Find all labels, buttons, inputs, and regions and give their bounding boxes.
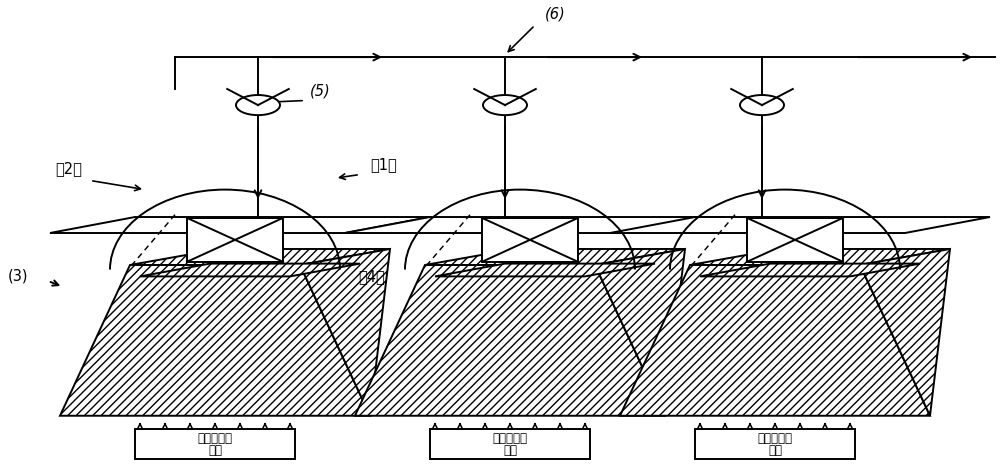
Polygon shape	[300, 249, 390, 416]
Polygon shape	[620, 265, 930, 416]
Bar	[430, 430, 590, 459]
Text: (5): (5)	[310, 84, 331, 99]
Polygon shape	[50, 217, 430, 233]
Text: (3): (3)	[8, 269, 28, 284]
Text: 气源: 气源	[208, 445, 222, 457]
Polygon shape	[130, 249, 390, 265]
Text: 无组织排放: 无组织排放	[758, 432, 792, 445]
Circle shape	[483, 95, 527, 115]
Text: 气源: 气源	[503, 445, 517, 457]
Polygon shape	[595, 249, 685, 416]
Bar	[135, 430, 295, 459]
Polygon shape	[60, 265, 370, 416]
Circle shape	[236, 95, 280, 115]
Polygon shape	[435, 264, 655, 276]
Polygon shape	[860, 249, 950, 416]
Polygon shape	[610, 217, 990, 233]
Circle shape	[740, 95, 784, 115]
Polygon shape	[700, 264, 920, 276]
Polygon shape	[345, 217, 725, 233]
Text: 无组织排放: 无组织排放	[492, 432, 528, 445]
Text: （1）: （1）	[370, 157, 397, 172]
Text: 气源: 气源	[768, 445, 782, 457]
Polygon shape	[690, 249, 950, 265]
Bar	[747, 218, 843, 262]
Bar	[482, 218, 578, 262]
Polygon shape	[140, 264, 360, 276]
Text: (6): (6)	[545, 6, 566, 21]
Text: 无组织排放: 无组织排放	[198, 432, 232, 445]
Text: （2）: （2）	[55, 162, 82, 177]
Text: （4）: （4）	[358, 269, 385, 284]
Polygon shape	[425, 249, 685, 265]
Bar	[187, 218, 283, 262]
Polygon shape	[355, 265, 665, 416]
Bar	[695, 430, 855, 459]
